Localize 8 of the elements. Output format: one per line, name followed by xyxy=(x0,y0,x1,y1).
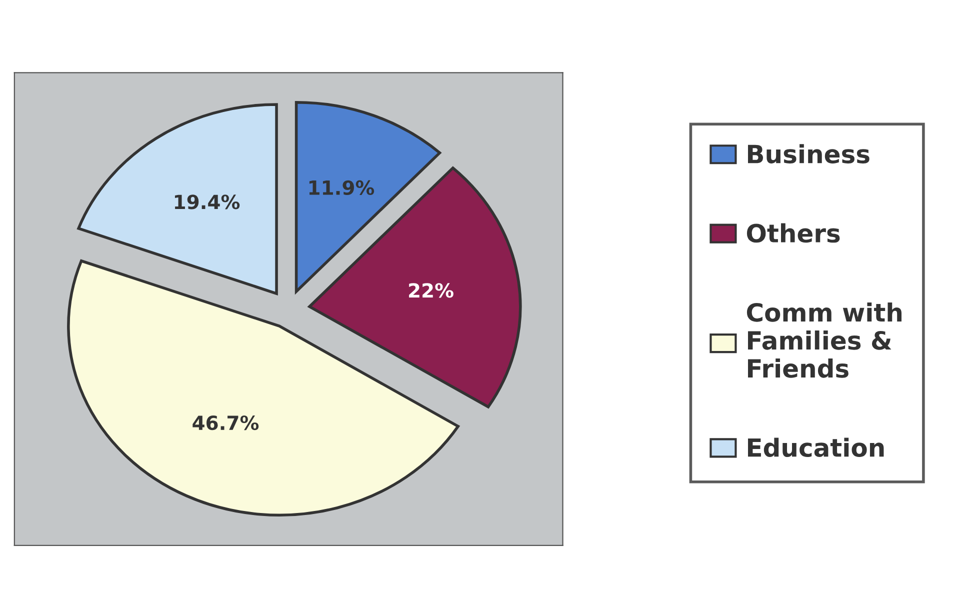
legend-label: Comm with Families & Friends xyxy=(746,302,902,378)
data-label: 46.7% xyxy=(192,415,259,430)
data-label: 11.9% xyxy=(309,180,374,196)
legend-label: Education xyxy=(748,438,884,458)
legend-label: Others xyxy=(746,223,840,243)
data-label: 19.4% xyxy=(174,194,240,210)
legend-label: Business xyxy=(748,144,870,164)
data-label: 22% xyxy=(409,283,454,298)
